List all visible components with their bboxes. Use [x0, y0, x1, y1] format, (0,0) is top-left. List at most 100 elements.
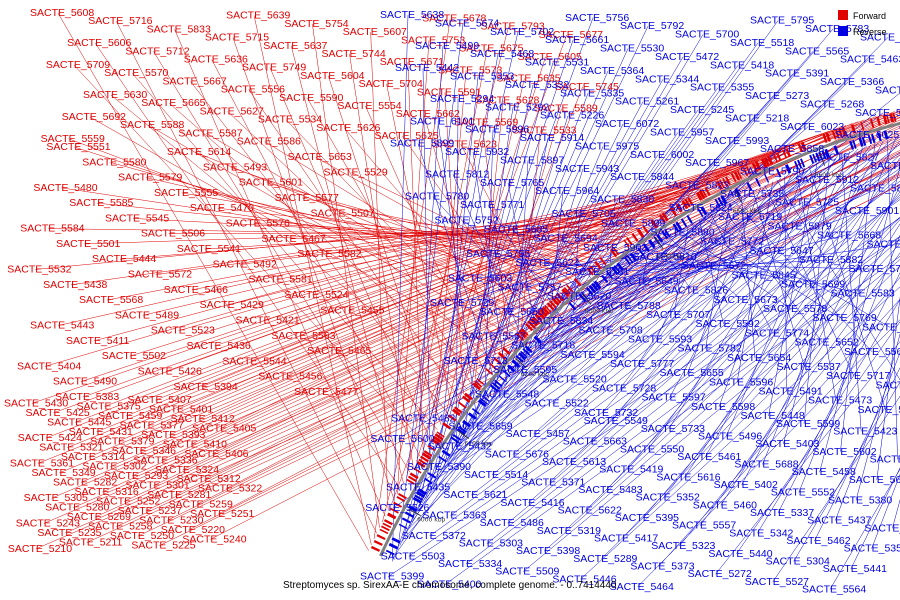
reverse-gene-label: SACTE_5708 [579, 324, 643, 336]
forward-leader [59, 121, 900, 474]
reverse-gene-block [601, 274, 609, 284]
reverse-gene-label: SACTE_5993 [705, 135, 769, 147]
reverse-gene-label: SACTE_5603 [448, 272, 512, 284]
forward-leader [153, 51, 411, 473]
reverse-gene-block [648, 239, 656, 249]
forward-gene-label: SACTE_5712 [125, 45, 189, 57]
forward-gene-label: SACTE_5623 [433, 138, 497, 150]
reverse-leader [462, 220, 581, 308]
forward-leader [137, 173, 900, 537]
forward-gene-block [625, 237, 633, 246]
reverse-gene-label: SACTE_5598 [691, 401, 755, 413]
reverse-gene-block [462, 419, 472, 428]
reverse-gene-label: SACTE_5824 [669, 202, 733, 214]
forward-leader [212, 114, 900, 455]
reverse-leader [476, 156, 834, 427]
reverse-leader [855, 333, 900, 501]
reverse-leader [834, 351, 900, 521]
reverse-leader [764, 185, 855, 377]
reverse-leader [736, 181, 774, 383]
reverse-gene-block [606, 270, 614, 280]
forward-gene-block [379, 528, 389, 535]
legend-reverse-label: Reverse [853, 27, 887, 37]
reverse-leader [512, 142, 880, 455]
reverse-gene-label: SACTE_5732 [574, 407, 638, 419]
forward-gene-label: SACTE_5544 [222, 355, 286, 367]
reverse-gene-block [613, 265, 621, 274]
forward-gene-block [695, 191, 703, 201]
forward-leader [86, 174, 900, 543]
forward-gene-label: SACTE_5269 [67, 511, 131, 523]
tick-label: 6200 kbp [521, 371, 549, 378]
forward-gene-label: SACTE_5541 [177, 243, 241, 255]
reverse-gene-label: SACTE_5549 [584, 415, 648, 427]
reverse-gene-label: SACTE_5687 [849, 474, 900, 486]
forward-gene-block [551, 297, 560, 306]
forward-gene-label: SACTE_5630 [83, 89, 147, 101]
reverse-leader [850, 467, 900, 570]
forward-gene-label: SACTE_5424 [18, 432, 82, 444]
reverse-gene-label: SACTE_5826 [664, 285, 728, 297]
reverse-gene-label: SACTE_5728 [592, 382, 656, 394]
reverse-gene-label: SACTE_5823 [665, 180, 729, 192]
forward-gene-block [416, 461, 426, 468]
reverse-gene-block [477, 399, 487, 408]
reverse-leader [624, 233, 678, 307]
forward-gene-block [476, 378, 485, 385]
forward-gene-label: SACTE_5653 [288, 151, 352, 163]
reverse-gene-label: SACTE_5783 [805, 23, 869, 35]
reverse-leader [704, 141, 884, 458]
forward-gene-label: SACTE_5421 [235, 314, 299, 326]
reverse-gene-label: SACTE_5757 [498, 282, 562, 294]
reverse-gene-label: SACTE_5337 [750, 507, 814, 519]
forward-gene-label: SACTE_5436 [187, 340, 251, 352]
reverse-gene-block [471, 407, 480, 415]
forward-leader [84, 225, 643, 245]
forward-gene-label: SACTE_5749 [242, 62, 306, 74]
forward-leader [263, 176, 724, 321]
forward-gene-block [427, 444, 436, 452]
forward-gene-block [553, 295, 562, 304]
reverse-gene-label: SACTE_5457 [506, 428, 570, 440]
forward-gene-block [722, 177, 728, 187]
reverse-gene-label: SACTE_5294 [430, 93, 494, 105]
reverse-gene-block [467, 412, 477, 420]
reverse-gene-label: SACTE_5694 [534, 233, 598, 245]
forward-gene-label: SACTE_5210 [8, 543, 72, 555]
reverse-gene-label: SACTE_5486 [480, 517, 544, 529]
reverse-gene-block [700, 206, 708, 216]
tick-mark [515, 357, 527, 369]
forward-gene-label: SACTE_5704 [359, 78, 423, 90]
reverse-leader [417, 143, 499, 392]
forward-gene-block [493, 357, 502, 365]
forward-gene-block [398, 492, 407, 500]
forward-gene-label: SACTE_5243 [16, 518, 80, 530]
reverse-gene-block [717, 197, 724, 207]
reverse-gene-label: SACTE_5772 [700, 236, 764, 248]
forward-gene-block [573, 277, 582, 287]
forward-gene-label: SACTE_5312 [176, 473, 240, 485]
reverse-gene-label: SACTE_5727 [849, 263, 900, 275]
reverse-gene-block [833, 145, 840, 155]
reverse-leader [564, 217, 900, 532]
forward-leader [45, 112, 889, 439]
tick-label: 6100 kbp [465, 441, 493, 448]
reverse-leader [445, 256, 900, 585]
forward-gene-label: SACTE_5605 [518, 51, 582, 63]
reverse-leader [808, 166, 886, 410]
reverse-gene-label: SACTE_5654 [727, 352, 791, 364]
reverse-gene-block [867, 134, 873, 145]
forward-gene-label: SACTE_5581 [249, 274, 313, 286]
reverse-gene-label: SACTE_5526 [365, 502, 429, 514]
forward-leader [290, 45, 404, 484]
reverse-gene-label: SACTE_5622 [558, 504, 622, 516]
reverse-gene-block [412, 496, 422, 504]
reverse-leader [736, 321, 900, 554]
forward-gene-label: SACTE_5322 [198, 483, 262, 495]
reverse-gene-label: SACTE_5334 [438, 558, 502, 570]
reverse-gene-label: SACTE_5550 [620, 443, 684, 455]
forward-leader [73, 64, 427, 446]
forward-gene-label: SACTE_5586 [237, 136, 301, 148]
reverse-gene-label: SACTE_5565 [785, 45, 849, 57]
forward-gene-block [719, 179, 725, 189]
